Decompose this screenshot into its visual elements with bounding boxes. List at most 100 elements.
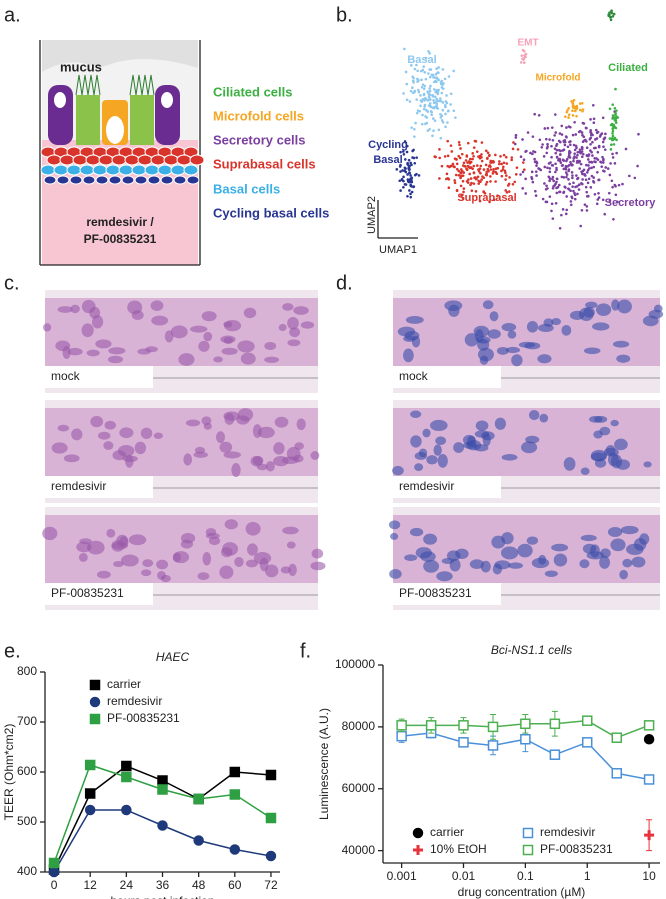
nucleus bbox=[626, 543, 644, 555]
nucleus bbox=[178, 353, 195, 366]
umap-dot bbox=[419, 94, 422, 97]
legend-marker bbox=[522, 827, 534, 839]
umap-dot bbox=[408, 100, 412, 103]
umap-dot bbox=[551, 177, 554, 181]
nucleus bbox=[67, 347, 83, 356]
cell bbox=[144, 164, 160, 176]
nucleus bbox=[236, 415, 250, 425]
umap-dot bbox=[572, 189, 575, 193]
umap-dot bbox=[562, 176, 566, 179]
legend-entry: remdesivir bbox=[540, 825, 595, 839]
nucleus bbox=[156, 559, 169, 570]
umap-dot bbox=[611, 152, 614, 156]
umap-dot bbox=[589, 160, 593, 164]
umap-dot bbox=[602, 145, 605, 148]
umap-dot bbox=[597, 191, 600, 195]
umap-dot bbox=[508, 176, 511, 179]
umap-dot bbox=[609, 162, 612, 165]
umap-dot bbox=[546, 166, 549, 170]
umap-dot bbox=[435, 97, 438, 101]
umap-dot bbox=[432, 88, 436, 91]
umap-dot bbox=[502, 161, 506, 165]
marker bbox=[458, 720, 469, 731]
umap-dot bbox=[435, 88, 438, 92]
nucleus bbox=[622, 558, 633, 568]
umap-dot bbox=[472, 146, 476, 149]
umap-dot bbox=[558, 153, 562, 156]
label-box bbox=[393, 476, 501, 498]
umap-dot bbox=[434, 72, 438, 76]
umap-dot bbox=[410, 190, 414, 194]
umap-dot bbox=[571, 102, 575, 105]
panel-letter: b. bbox=[336, 4, 353, 26]
umap-dot bbox=[447, 177, 451, 181]
umap-dot bbox=[494, 167, 498, 171]
nucleus bbox=[170, 325, 188, 339]
nucleus bbox=[264, 342, 277, 351]
umap-dot bbox=[504, 178, 507, 181]
nucleus bbox=[51, 442, 68, 454]
umap-dot bbox=[474, 190, 478, 193]
umap-dot bbox=[469, 183, 472, 187]
umap-dot bbox=[480, 141, 484, 144]
nucleus bbox=[388, 520, 401, 530]
nucleus bbox=[104, 420, 116, 430]
nucleus bbox=[180, 539, 194, 549]
umap-dot bbox=[628, 174, 631, 178]
diagram-label: mucus bbox=[60, 59, 102, 74]
umap-dot bbox=[487, 169, 490, 173]
y-axis-label: TEER (Ohm*cm2) bbox=[2, 724, 16, 821]
umap-dot bbox=[471, 157, 474, 161]
umap-dot bbox=[563, 143, 567, 147]
umap-dot bbox=[477, 168, 480, 171]
umap-dot bbox=[487, 165, 491, 168]
umap-dot bbox=[526, 131, 530, 134]
umap-dot bbox=[561, 149, 565, 152]
umap-dot bbox=[585, 146, 589, 150]
umap-dot bbox=[432, 129, 435, 132]
legend-marker bbox=[413, 845, 423, 855]
umap-dot bbox=[611, 103, 615, 106]
umap-dot bbox=[455, 189, 459, 193]
nucleus bbox=[245, 559, 258, 568]
marker bbox=[644, 830, 655, 841]
umap-dot bbox=[510, 156, 514, 159]
umap-dot bbox=[604, 132, 607, 136]
umap-dot bbox=[547, 175, 551, 179]
nucleus bbox=[153, 432, 163, 439]
umap-dot bbox=[602, 161, 605, 164]
umap-dot bbox=[602, 137, 606, 141]
umap-dot bbox=[608, 107, 612, 111]
umap-dot bbox=[608, 199, 612, 203]
x-tick-label: 72 bbox=[264, 878, 278, 892]
umap-dot bbox=[440, 91, 444, 95]
umap-dot bbox=[581, 172, 584, 176]
y-tick-label: 600 bbox=[17, 764, 37, 778]
umap-dot bbox=[567, 113, 571, 117]
nucleus bbox=[274, 416, 289, 428]
nucleus bbox=[57, 306, 73, 313]
nucleus bbox=[435, 436, 447, 446]
umap-dot bbox=[457, 140, 461, 144]
label-box bbox=[393, 366, 501, 388]
label-box bbox=[45, 583, 153, 605]
nucleus bbox=[526, 320, 539, 333]
umap-dot bbox=[554, 131, 558, 134]
umap-dot bbox=[579, 224, 583, 228]
umap-dot bbox=[484, 163, 488, 167]
umap-dot bbox=[501, 168, 505, 171]
cell bbox=[170, 164, 186, 176]
umap-dot bbox=[466, 164, 470, 168]
umap-dot bbox=[520, 54, 524, 57]
umap-dot bbox=[439, 136, 443, 140]
umap-dot bbox=[569, 203, 573, 207]
nucleus bbox=[97, 431, 111, 440]
umap-dot bbox=[530, 175, 533, 179]
umap-dot bbox=[568, 182, 571, 186]
umap-dot bbox=[609, 148, 613, 151]
cell bbox=[160, 175, 174, 185]
cell bbox=[53, 164, 69, 176]
umap-dot bbox=[468, 161, 472, 165]
umap-dot bbox=[621, 182, 624, 186]
umap-dot bbox=[608, 13, 611, 17]
